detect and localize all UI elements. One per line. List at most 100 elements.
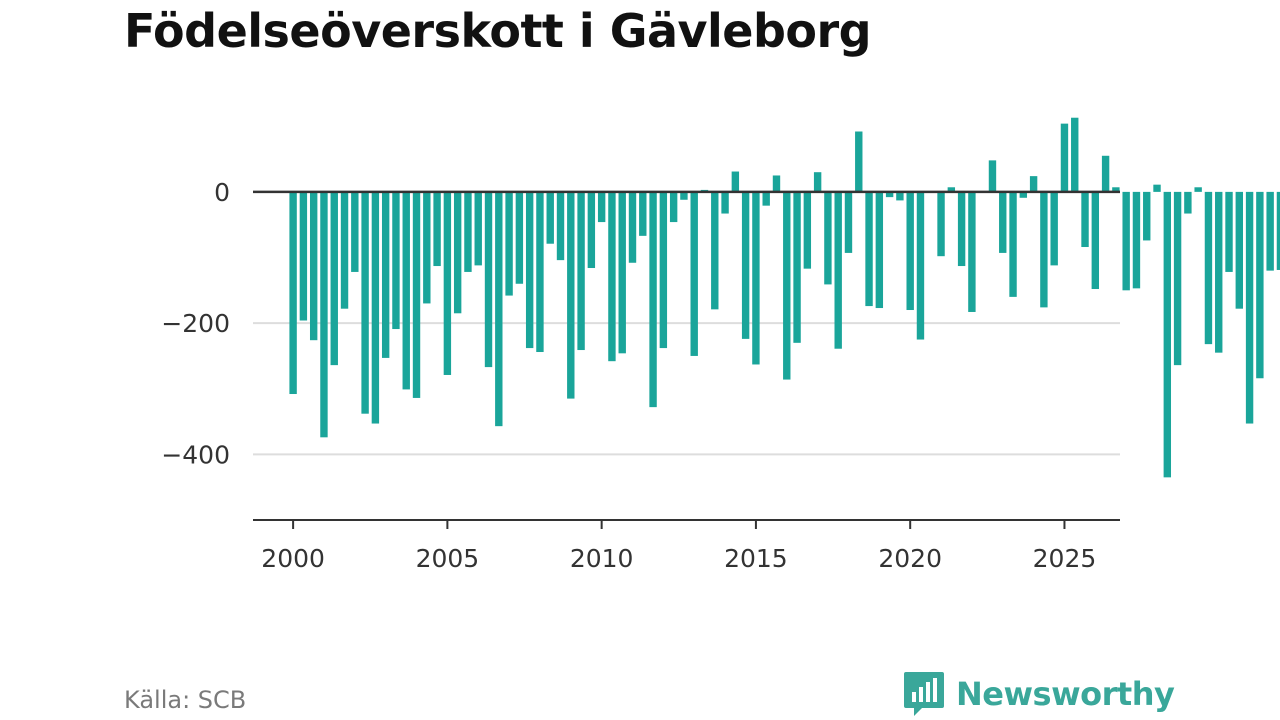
- bar: [299, 191, 308, 321]
- bar: [577, 191, 585, 351]
- bar: [793, 191, 801, 343]
- bar: [752, 191, 760, 365]
- bar: [453, 191, 462, 314]
- bar: [402, 191, 410, 390]
- bar: [484, 191, 493, 368]
- bar: [1019, 191, 1028, 198]
- newsworthy-logo-icon: [904, 672, 944, 716]
- bar: [618, 191, 626, 354]
- brand-logo: Newsworthy: [902, 670, 1175, 718]
- x-tick-label: 2025: [1033, 544, 1097, 573]
- bar: [813, 172, 822, 192]
- y-tick-label: −200: [161, 309, 230, 338]
- bar: [690, 191, 698, 356]
- bar: [340, 191, 349, 309]
- bar: [1143, 191, 1151, 241]
- bar: [865, 191, 873, 307]
- bar: [1225, 191, 1233, 272]
- bar: [855, 131, 863, 192]
- bar: [1173, 191, 1182, 366]
- bar: [875, 191, 884, 309]
- bar: [1245, 191, 1254, 424]
- bar: [525, 191, 534, 349]
- bar: [1235, 191, 1243, 309]
- bar: [464, 191, 472, 272]
- bar: [381, 191, 390, 358]
- bar: [772, 175, 781, 192]
- source-label: Källa: SCB: [124, 686, 247, 714]
- bar: [1132, 191, 1141, 289]
- bar: [947, 187, 956, 192]
- bar: [741, 191, 750, 339]
- bar: [412, 191, 421, 398]
- x-tick-label: 2020: [878, 544, 942, 573]
- bar: [803, 191, 812, 269]
- bar: [597, 191, 606, 223]
- bar: [711, 191, 719, 310]
- bar: [988, 160, 997, 192]
- bar: [885, 191, 894, 198]
- bar: [546, 191, 554, 244]
- x-tick-label: 2005: [416, 544, 480, 573]
- bar: [639, 191, 647, 236]
- bar: [999, 191, 1007, 253]
- bar: [1040, 191, 1048, 308]
- bar: [1029, 176, 1038, 192]
- bar: [556, 191, 565, 261]
- bar: [567, 191, 575, 399]
- bar: [1122, 191, 1130, 291]
- bar: [1204, 191, 1213, 345]
- bar: [1071, 117, 1079, 192]
- bar: [330, 191, 338, 366]
- bar: [1153, 184, 1161, 192]
- bar: [320, 191, 328, 438]
- x-tick-label: 2000: [261, 544, 325, 573]
- bar: [1163, 191, 1172, 478]
- bar: [916, 191, 925, 340]
- bar: [1060, 123, 1069, 192]
- bar: [659, 191, 668, 349]
- bar: [669, 191, 678, 223]
- bar: [443, 191, 452, 375]
- bar: [628, 191, 637, 263]
- bar: [505, 191, 513, 296]
- bar: [351, 191, 359, 272]
- bar: [1256, 191, 1264, 379]
- bar: [957, 191, 966, 267]
- bar: [392, 191, 400, 330]
- bar: [968, 191, 976, 312]
- bar: [1215, 191, 1223, 353]
- bar: [1009, 191, 1017, 297]
- x-tick-label: 2015: [724, 544, 788, 573]
- bar: [762, 191, 770, 206]
- bar: [309, 191, 318, 341]
- bar: [1266, 191, 1274, 271]
- bar: [1194, 187, 1202, 192]
- bar: [515, 191, 524, 284]
- bar: [1112, 187, 1120, 192]
- bar: [371, 191, 380, 424]
- bar: [680, 191, 688, 200]
- bar: [1101, 155, 1110, 192]
- bar: [587, 191, 596, 269]
- bar: [937, 191, 945, 257]
- y-tick-label: 0: [214, 178, 230, 207]
- bar: [536, 191, 544, 353]
- bar: [844, 191, 853, 253]
- x-tick-label: 2010: [570, 544, 634, 573]
- bar: [1081, 191, 1089, 248]
- bar: [495, 191, 503, 427]
- bar: [423, 191, 431, 304]
- bar: [289, 191, 297, 395]
- bar: [1050, 191, 1058, 266]
- bar: [433, 191, 441, 267]
- bar: [361, 191, 369, 414]
- bar: [649, 191, 657, 408]
- bar: [906, 191, 914, 311]
- chart-title: Födelseöverskott i Gävleborg: [124, 4, 872, 58]
- bar: [896, 191, 904, 201]
- bar: [783, 191, 791, 380]
- y-tick-label: −400: [161, 440, 230, 469]
- bar: [474, 191, 482, 266]
